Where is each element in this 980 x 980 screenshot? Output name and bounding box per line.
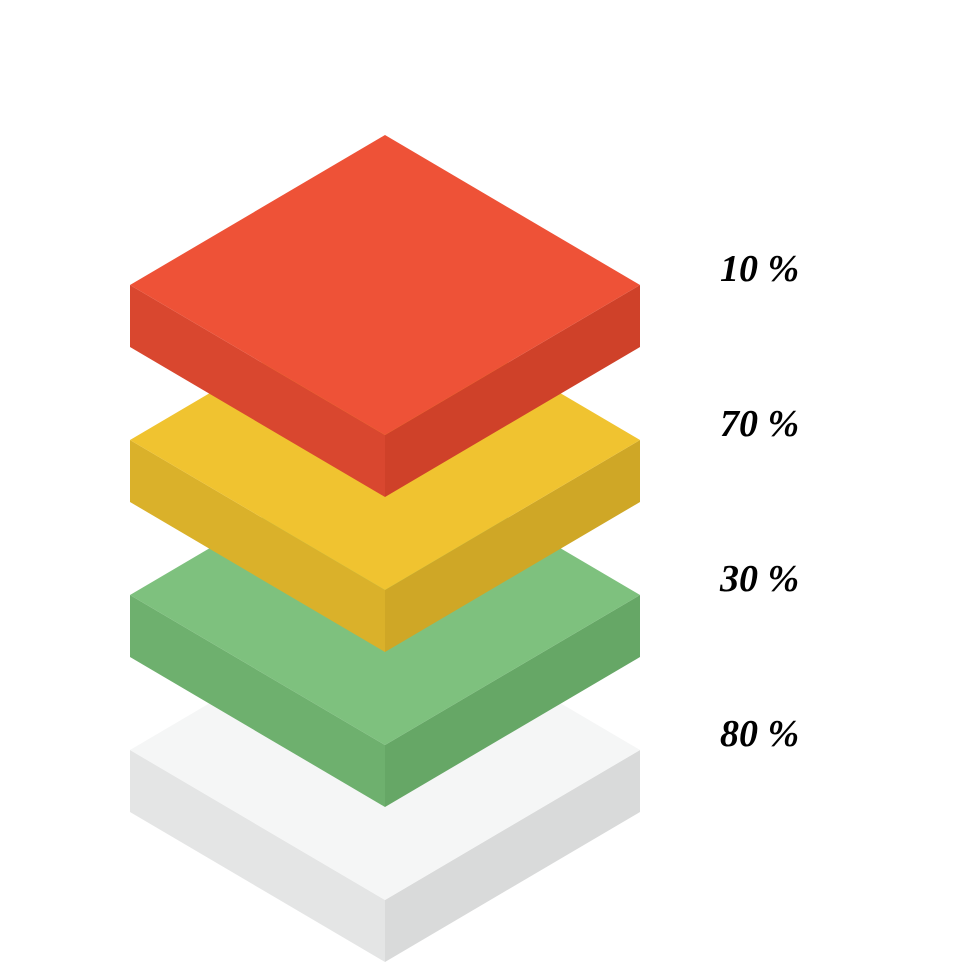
layer-green-label: 30 % [720,557,799,601]
layer-yellow-label: 70 % [720,402,799,446]
layer-white-label: 80 % [720,712,799,756]
isometric-layers-infographic: 10 % 70 % 30 % 80 % [0,0,980,980]
layer-red-label: 10 % [720,247,799,291]
layer-red [130,135,640,497]
